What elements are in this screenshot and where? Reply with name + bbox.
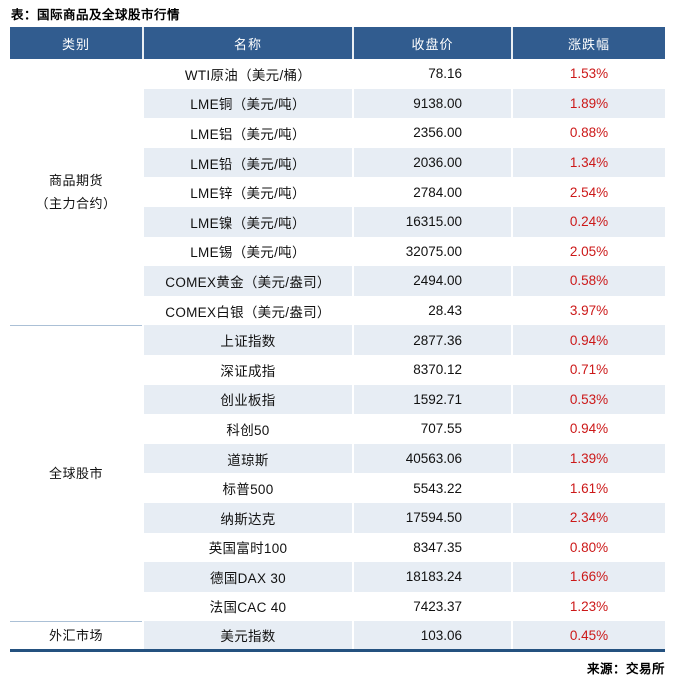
source-note: 来源：交易所 [586,662,665,677]
category-cell: 全球股市 [10,324,143,622]
close-cell: 2494.00 [352,266,512,296]
change-cell: 0.71% [511,354,665,385]
name-cell: COMEX白银（美元/盎司） [142,295,353,326]
table-row: 德国DAX 30 18183.24 1.66% [10,562,665,592]
table-row: 深证成指 8370.12 0.71% [10,354,665,385]
header-row: 类别 名称 收盘价 涨跌幅 [10,27,665,59]
table-row: 英国富时100 8347.35 0.80% [10,532,665,563]
table-row: LME镍（美元/吨） 16315.00 0.24% [10,206,665,237]
change-cell: 1.89% [511,88,665,119]
close-cell: 40563.06 [352,443,512,474]
change-cell: 0.80% [511,532,665,563]
table-row: LME锡（美元/吨） 32075.00 2.05% [10,236,665,267]
category-cell: 商品期货 （主力合约） [10,59,143,326]
table-row: LME铝（美元/吨） 2356.00 0.88% [10,118,665,148]
name-cell: 标普500 [142,473,353,503]
close-cell: 5543.22 [352,473,512,503]
name-cell: LME铜（美元/吨） [142,88,353,119]
close-cell: 103.06 [352,621,512,651]
close-cell: 2877.36 [352,325,512,355]
table-row: 标普500 5543.22 1.61% [10,473,665,503]
close-cell: 32075.00 [352,236,512,267]
name-cell: LME锌（美元/吨） [142,177,353,207]
name-cell: 德国DAX 30 [142,562,353,592]
table-row: 科创50 707.55 0.94% [10,414,665,444]
change-cell: 1.61% [511,473,665,503]
col-header-change: 涨跌幅 [511,27,665,59]
change-cell: 0.53% [511,384,665,415]
name-cell: LME锡（美元/吨） [142,236,353,267]
close-cell: 2036.00 [352,147,512,178]
table-row: LME铜（美元/吨） 9138.00 1.89% [10,88,665,119]
close-cell: 17594.50 [352,502,512,533]
table-row: 道琼斯 40563.06 1.39% [10,443,665,474]
table-row: 创业板指 1592.71 0.53% [10,384,665,415]
table-row: COMEX黄金（美元/盎司） 2494.00 0.58% [10,266,665,296]
close-cell: 1592.71 [352,384,512,415]
close-cell: 2356.00 [352,118,512,148]
col-header-close: 收盘价 [352,27,512,59]
table-body: 商品期货 （主力合约） WTI原油（美元/桶） 78.16 1.53% LME铜… [10,59,665,651]
table-header: 类别 名称 收盘价 涨跌幅 [10,27,665,59]
change-cell: 3.97% [511,295,665,326]
change-cell: 1.53% [511,59,665,89]
change-cell: 0.94% [511,325,665,355]
name-cell: 创业板指 [142,384,353,415]
close-cell: 16315.00 [352,206,512,237]
change-cell: 0.45% [511,621,665,651]
change-cell: 0.58% [511,266,665,296]
name-cell: WTI原油（美元/桶） [142,59,353,89]
name-cell: LME铅（美元/吨） [142,147,353,178]
table-row: COMEX白银（美元/盎司） 28.43 3.97% [10,295,665,326]
change-cell: 1.39% [511,443,665,474]
name-cell: LME镍（美元/吨） [142,206,353,237]
table-row: 外汇市场 美元指数 103.06 0.45% [10,620,665,651]
name-cell: 法国CAC 40 [142,591,353,622]
col-header-category: 类别 [10,27,143,59]
name-cell: 美元指数 [142,621,353,651]
table-row: 纳斯达克 17594.50 2.34% [10,502,665,533]
change-cell: 2.34% [511,502,665,533]
category-cell: 外汇市场 [10,620,143,651]
table-row: 商品期货 （主力合约） WTI原油（美元/桶） 78.16 1.53% [10,59,665,326]
close-cell: 707.55 [352,414,512,444]
change-cell: 1.66% [511,562,665,592]
close-cell: 2784.00 [352,177,512,207]
close-cell: 8347.35 [352,532,512,563]
name-cell: 英国富时100 [142,532,353,563]
change-cell: 0.24% [511,206,665,237]
close-cell: 78.16 [352,59,512,89]
name-cell: 深证成指 [142,354,353,385]
change-cell: 1.34% [511,147,665,178]
name-cell: 上证指数 [142,325,353,355]
close-cell: 28.43 [352,295,512,326]
table-row: LME锌（美元/吨） 2784.00 2.54% [10,177,665,207]
change-cell: 1.23% [511,591,665,622]
table-row: LME铅（美元/吨） 2036.00 1.34% [10,147,665,178]
close-cell: 18183.24 [352,562,512,592]
change-cell: 2.54% [511,177,665,207]
table-row: 法国CAC 40 7423.37 1.23% [10,591,665,622]
name-cell: 科创50 [142,414,353,444]
name-cell: LME铝（美元/吨） [142,118,353,148]
page-title: 表：国际商品及全球股市行情 [11,8,181,22]
market-data-table: 类别 名称 收盘价 涨跌幅 商品期货 （主力合约） WTI原油（美元/桶） 78… [10,27,665,653]
col-header-name: 名称 [142,27,353,59]
change-cell: 0.88% [511,118,665,148]
name-cell: 纳斯达克 [142,502,353,533]
change-cell: 2.05% [511,236,665,267]
close-cell: 9138.00 [352,88,512,119]
name-cell: 道琼斯 [142,443,353,474]
change-cell: 0.94% [511,414,665,444]
close-cell: 8370.12 [352,354,512,385]
close-cell: 7423.37 [352,591,512,622]
name-cell: COMEX黄金（美元/盎司） [142,266,353,296]
table-row: 全球股市 上证指数 2877.36 0.94% [10,324,665,622]
